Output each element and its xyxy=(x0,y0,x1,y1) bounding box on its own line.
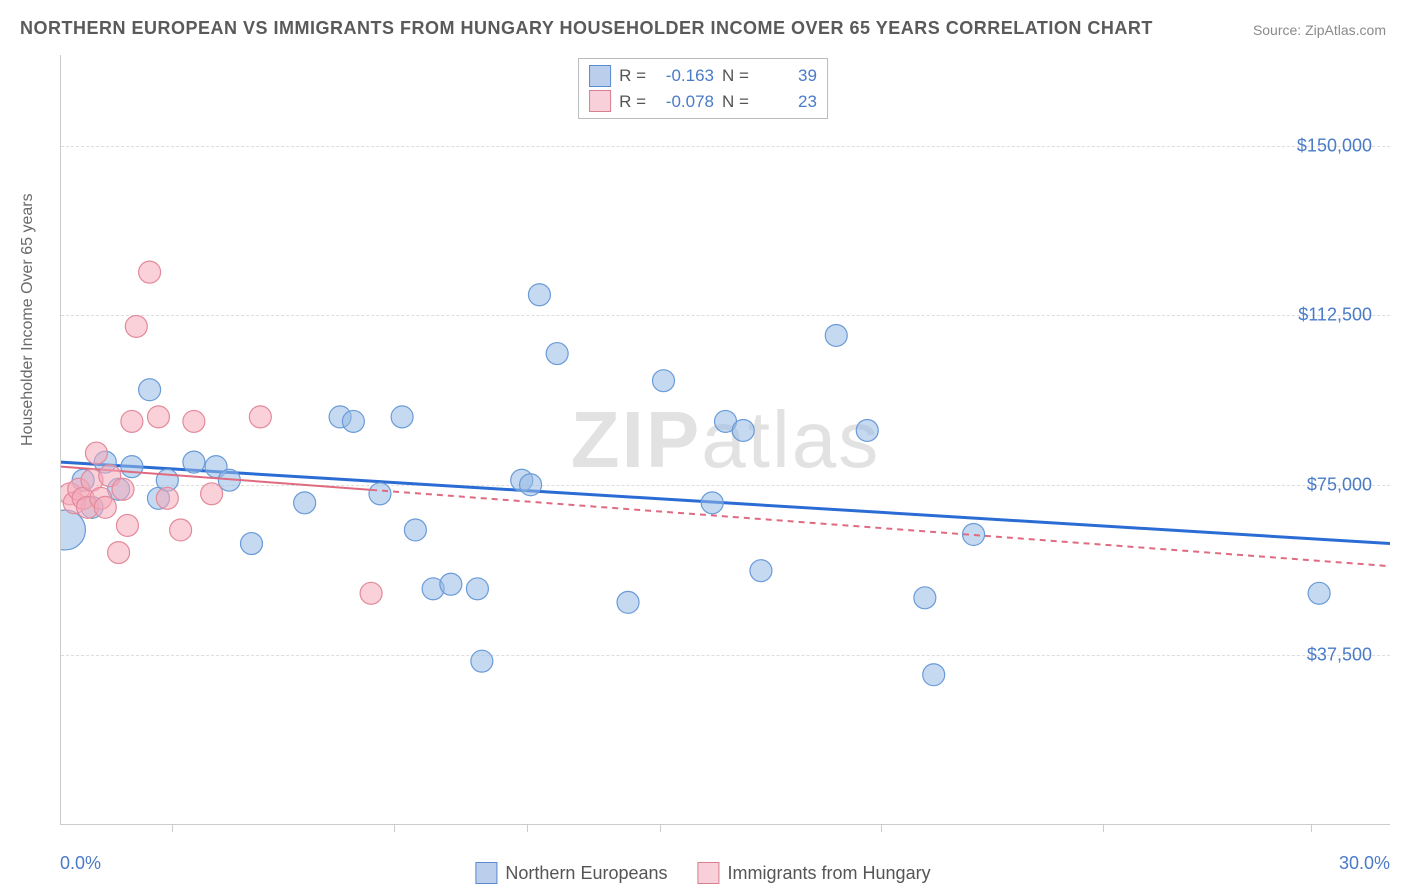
legend-item-0: Northern Europeans xyxy=(475,862,667,884)
data-point xyxy=(914,587,936,609)
chart-svg xyxy=(61,55,1390,824)
data-point xyxy=(183,410,205,432)
data-point xyxy=(125,315,147,337)
data-point xyxy=(121,410,143,432)
correlation-stats-box: R = -0.163 N = 39 R = -0.078 N = 23 xyxy=(578,58,828,119)
data-point xyxy=(342,410,364,432)
data-point xyxy=(85,442,107,464)
data-point xyxy=(249,406,271,428)
data-point xyxy=(652,370,674,392)
x-tick xyxy=(527,824,528,832)
n-label: N = xyxy=(722,89,749,115)
trendline-dashed xyxy=(371,490,1390,566)
chart-title: NORTHERN EUROPEAN VS IMMIGRANTS FROM HUN… xyxy=(20,18,1153,39)
r-value-1: -0.078 xyxy=(654,89,714,115)
legend-label-1: Immigrants from Hungary xyxy=(728,863,931,884)
swatch-blue-icon xyxy=(475,862,497,884)
data-point xyxy=(183,451,205,473)
data-point xyxy=(108,542,130,564)
x-tick xyxy=(1103,824,1104,832)
stats-row-series-1: R = -0.078 N = 23 xyxy=(589,89,817,115)
data-point xyxy=(732,419,754,441)
x-tick xyxy=(1311,824,1312,832)
swatch-pink-icon xyxy=(698,862,720,884)
data-point xyxy=(391,406,413,428)
data-point xyxy=(112,478,134,500)
plot-area: ZIPatlas $37,500$75,000$112,500$150,000 xyxy=(60,55,1390,825)
swatch-pink-icon xyxy=(589,90,611,112)
bottom-legend: Northern Europeans Immigrants from Hunga… xyxy=(475,862,930,884)
data-point xyxy=(528,284,550,306)
data-point xyxy=(170,519,192,541)
x-tick xyxy=(660,824,661,832)
x-axis-end-label: 30.0% xyxy=(1339,853,1390,874)
data-point xyxy=(201,483,223,505)
r-value-0: -0.163 xyxy=(654,63,714,89)
n-label: N = xyxy=(722,63,749,89)
source-attribution: Source: ZipAtlas.com xyxy=(1253,22,1386,38)
data-point xyxy=(369,483,391,505)
data-point xyxy=(923,664,945,686)
legend-label-0: Northern Europeans xyxy=(505,863,667,884)
data-point xyxy=(701,492,723,514)
data-point xyxy=(471,650,493,672)
data-point xyxy=(856,419,878,441)
n-value-0: 39 xyxy=(757,63,817,89)
x-tick xyxy=(881,824,882,832)
data-point xyxy=(1308,582,1330,604)
data-point xyxy=(520,474,542,496)
stats-row-series-0: R = -0.163 N = 39 xyxy=(589,63,817,89)
data-point xyxy=(360,582,382,604)
data-point xyxy=(240,533,262,555)
data-point xyxy=(156,487,178,509)
x-tick xyxy=(394,824,395,832)
r-label: R = xyxy=(619,63,646,89)
data-point xyxy=(116,514,138,536)
data-point xyxy=(466,578,488,600)
data-point xyxy=(139,261,161,283)
x-tick xyxy=(172,824,173,832)
data-point xyxy=(825,324,847,346)
n-value-1: 23 xyxy=(757,89,817,115)
x-axis-start-label: 0.0% xyxy=(60,853,101,874)
r-label: R = xyxy=(619,89,646,115)
legend-item-1: Immigrants from Hungary xyxy=(698,862,931,884)
data-point xyxy=(750,560,772,582)
data-point xyxy=(617,591,639,613)
data-point xyxy=(139,379,161,401)
y-axis-label: Householder Income Over 65 years xyxy=(19,193,37,446)
data-point xyxy=(94,496,116,518)
data-point xyxy=(440,573,462,595)
data-point xyxy=(404,519,426,541)
data-point xyxy=(147,406,169,428)
data-point xyxy=(121,456,143,478)
trendline xyxy=(61,462,1390,543)
data-point xyxy=(546,343,568,365)
data-point xyxy=(294,492,316,514)
swatch-blue-icon xyxy=(589,65,611,87)
